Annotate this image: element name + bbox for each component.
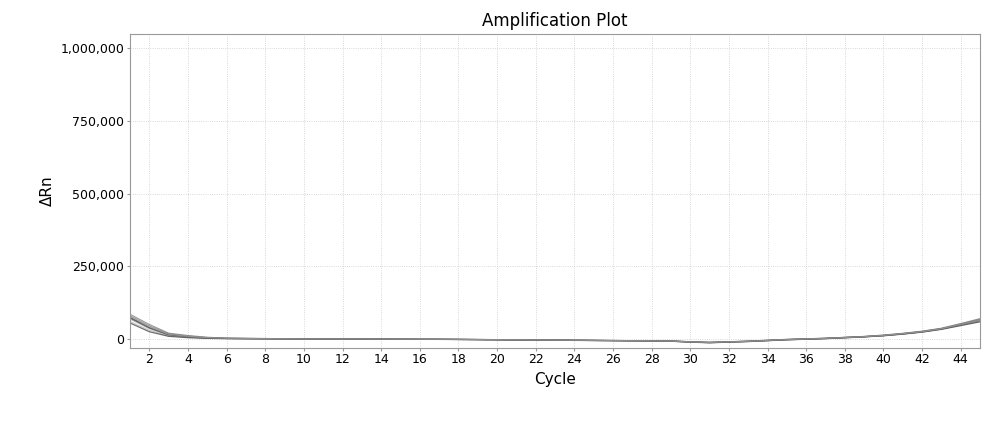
- X-axis label: Cycle: Cycle: [534, 372, 576, 387]
- Title: Amplification Plot: Amplification Plot: [482, 11, 628, 30]
- Y-axis label: ΔRn: ΔRn: [40, 176, 55, 206]
